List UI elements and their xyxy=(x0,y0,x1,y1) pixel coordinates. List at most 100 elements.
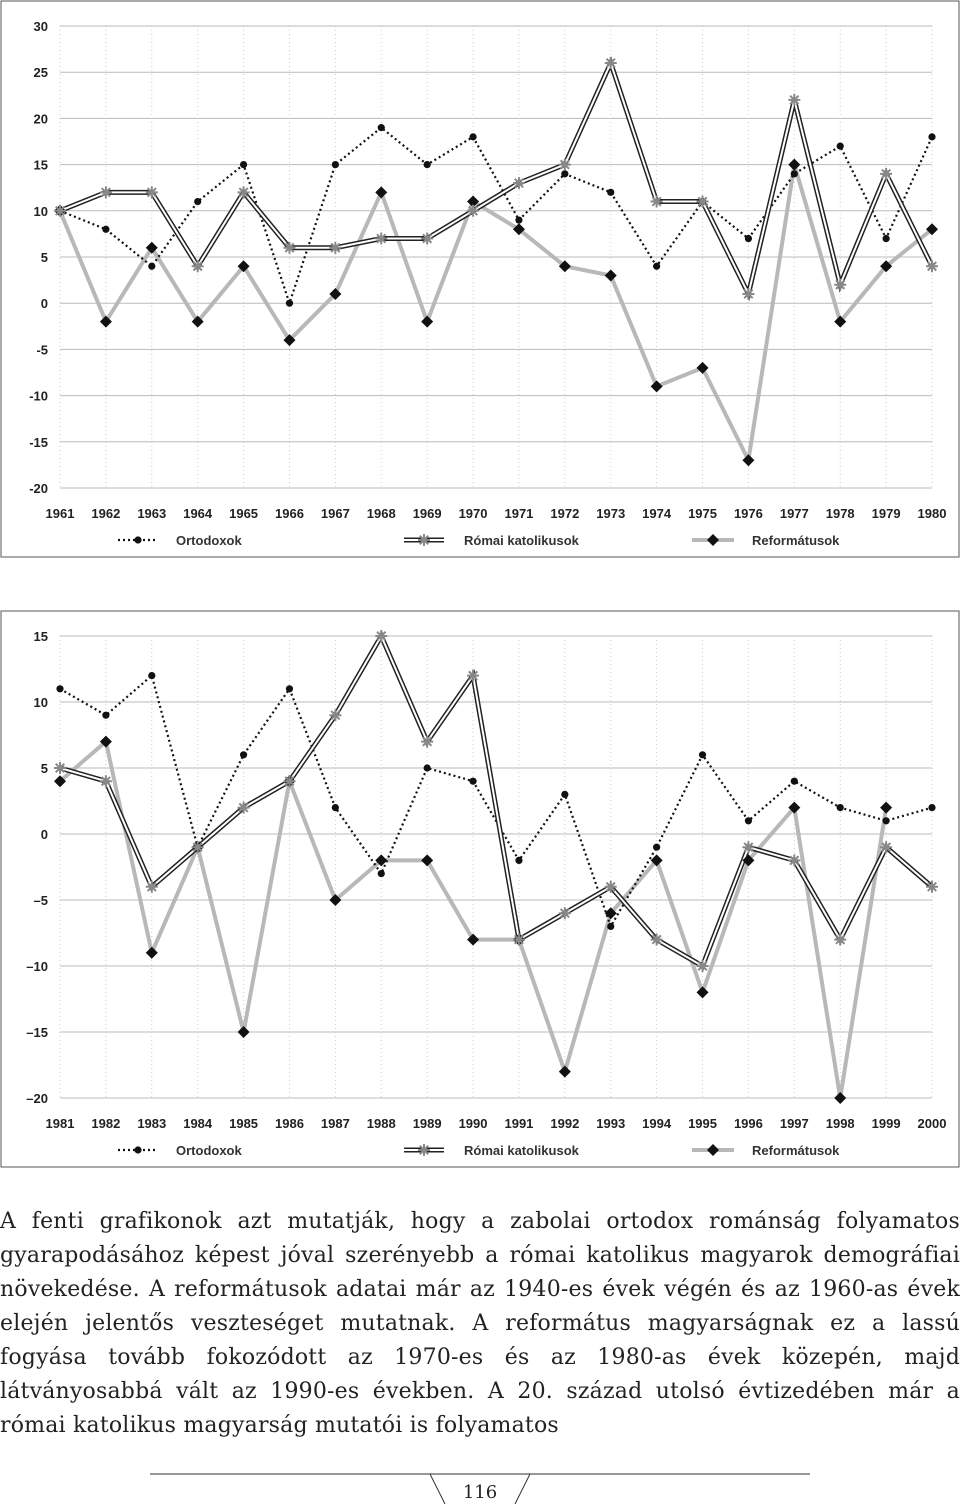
y-tick-label: -5 xyxy=(36,342,48,357)
point-romai-katolikusok xyxy=(834,933,847,946)
point-ortodoxok xyxy=(653,262,661,270)
point-romai-katolikusok xyxy=(237,186,250,199)
chart-1961-1980: 30 25 20 15 10 5 0 -5 -10 -15 -20 1961 1962 1963 1964 1… xyxy=(0,0,960,560)
x-tick-label: 1966 xyxy=(275,506,304,521)
x-tick-label: 1998 xyxy=(826,1116,855,1131)
x-tick-label: 1962 xyxy=(91,506,120,521)
point-ortodoxok xyxy=(561,790,569,798)
point-ortodoxok xyxy=(744,817,753,825)
point-romai-katolikusok xyxy=(237,801,250,814)
point-romai-katolikusok xyxy=(880,841,893,854)
x-tick-label: 1996 xyxy=(734,1116,763,1131)
point-romai-katolikusok xyxy=(283,241,296,254)
chart-1981-2000: 15 10 5 0 –5 –10 –15 –20 1981 1982 1983 1984 1985 198… xyxy=(0,610,960,1170)
point-ortodoxok xyxy=(928,133,936,141)
point-romai-katolikusok xyxy=(191,260,204,273)
y-tick-label: 25 xyxy=(34,65,48,80)
point-romai-katolikusok xyxy=(421,735,434,748)
x-tick-label: 1970 xyxy=(459,506,488,521)
x-tick-label: 1983 xyxy=(137,1116,166,1131)
point-ortodoxok xyxy=(423,764,431,772)
x-tick-label: 1995 xyxy=(688,1116,717,1131)
y-tick-label: –10 xyxy=(26,959,48,974)
point-ortodoxok xyxy=(239,161,248,169)
point-ortodoxok xyxy=(653,843,661,851)
x-tick-label: 1975 xyxy=(688,506,717,521)
legend-label-romai-katolikusok: Római katolikusok xyxy=(464,533,580,548)
point-romai-katolikusok xyxy=(467,204,480,217)
y-tick-label: 10 xyxy=(34,695,48,710)
chart-1961-1980-svg: 30 25 20 15 10 5 0 -5 -10 -15 -20 1961 1962 1963 1964 1… xyxy=(0,0,960,558)
point-romai-katolikusok xyxy=(696,960,709,972)
point-reformatusok xyxy=(742,854,755,867)
point-romai-katolikusok xyxy=(926,880,938,893)
x-tick-label: 1969 xyxy=(413,506,442,521)
legend-label-ortodoxok: Ortodoxok xyxy=(176,533,242,548)
x-tick-label: 1965 xyxy=(229,506,258,521)
x-tick-label: 1973 xyxy=(596,506,625,521)
point-romai-katolikusok xyxy=(742,841,755,854)
y-tick-label: 0 xyxy=(41,296,48,311)
point-ortodoxok xyxy=(836,142,844,150)
point-ortodoxok xyxy=(331,161,339,169)
point-reformatusok xyxy=(512,223,525,236)
point-romai-katolikusok xyxy=(558,158,571,171)
point-romai-katolikusok xyxy=(788,854,801,867)
x-tick-label: 1963 xyxy=(137,506,166,521)
y-tick-label: –15 xyxy=(26,1025,48,1040)
point-romai-katolikusok xyxy=(191,841,204,854)
point-ortodoxok xyxy=(239,751,248,759)
point-reformatusok xyxy=(558,1065,571,1078)
point-romai-katolikusok xyxy=(99,186,112,199)
x-tick-label: 1993 xyxy=(596,1116,625,1131)
x-tick-label: 1994 xyxy=(642,1116,672,1131)
point-reformatusok xyxy=(880,260,893,273)
point-ortodoxok xyxy=(331,804,339,812)
legend-label-reformatusok: Reformátusok xyxy=(752,533,840,548)
point-reformatusok xyxy=(742,454,755,467)
point-reformatusok xyxy=(54,775,66,788)
x-tick-label: 1987 xyxy=(321,1116,350,1131)
point-reformatusok xyxy=(375,854,388,867)
point-romai-katolikusok xyxy=(375,232,388,245)
point-ortodoxok xyxy=(469,777,477,785)
point-romai-katolikusok xyxy=(99,775,112,788)
point-reformatusok xyxy=(788,158,801,171)
chart-1981-2000-svg: 15 10 5 0 –5 –10 –15 –20 1981 1982 1983 1984 1985 198… xyxy=(0,610,960,1168)
point-ortodoxok xyxy=(790,777,798,785)
point-ortodoxok xyxy=(56,685,64,693)
y-tick-label: 30 xyxy=(34,19,48,34)
point-reformatusok xyxy=(329,894,342,906)
point-ortodoxok xyxy=(102,225,110,233)
y-tick-label: -10 xyxy=(29,389,48,404)
y-tick-label: –20 xyxy=(26,1091,48,1106)
point-ortodoxok xyxy=(102,711,110,719)
point-reformatusok xyxy=(145,946,158,959)
point-reformatusok xyxy=(467,933,480,946)
x-tick-label: 1978 xyxy=(826,506,855,521)
point-ortodoxok xyxy=(377,870,385,878)
x-tick-label: 1984 xyxy=(183,1116,213,1131)
legend-label-romai-katolikusok: Római katolikusok xyxy=(464,1143,580,1158)
body-paragraph: A fenti grafikonok azt mutatják, hogy a … xyxy=(0,1209,960,1438)
x-tick-label: 1982 xyxy=(91,1116,120,1131)
point-reformatusok xyxy=(926,223,938,236)
x-tick-label: 1989 xyxy=(413,1116,442,1131)
point-romai-katolikusok xyxy=(926,260,938,273)
x-tick-label: 1964 xyxy=(183,506,213,521)
point-reformatusok xyxy=(467,195,480,208)
x-tick-label: 1974 xyxy=(642,506,672,521)
point-ortodoxok xyxy=(515,216,523,224)
point-reformatusok xyxy=(375,186,388,199)
x-tick-label: 1979 xyxy=(872,506,901,521)
point-ortodoxok xyxy=(744,234,753,243)
point-reformatusok xyxy=(696,361,709,374)
point-ortodoxok xyxy=(882,234,890,243)
point-ortodoxok xyxy=(561,170,569,178)
point-romai-katolikusok xyxy=(145,186,158,199)
point-romai-katolikusok xyxy=(650,933,663,946)
point-ortodoxok xyxy=(607,922,615,930)
point-romai-katolikusok xyxy=(742,287,755,300)
point-ortodoxok xyxy=(836,804,844,812)
point-ortodoxok xyxy=(698,751,707,759)
